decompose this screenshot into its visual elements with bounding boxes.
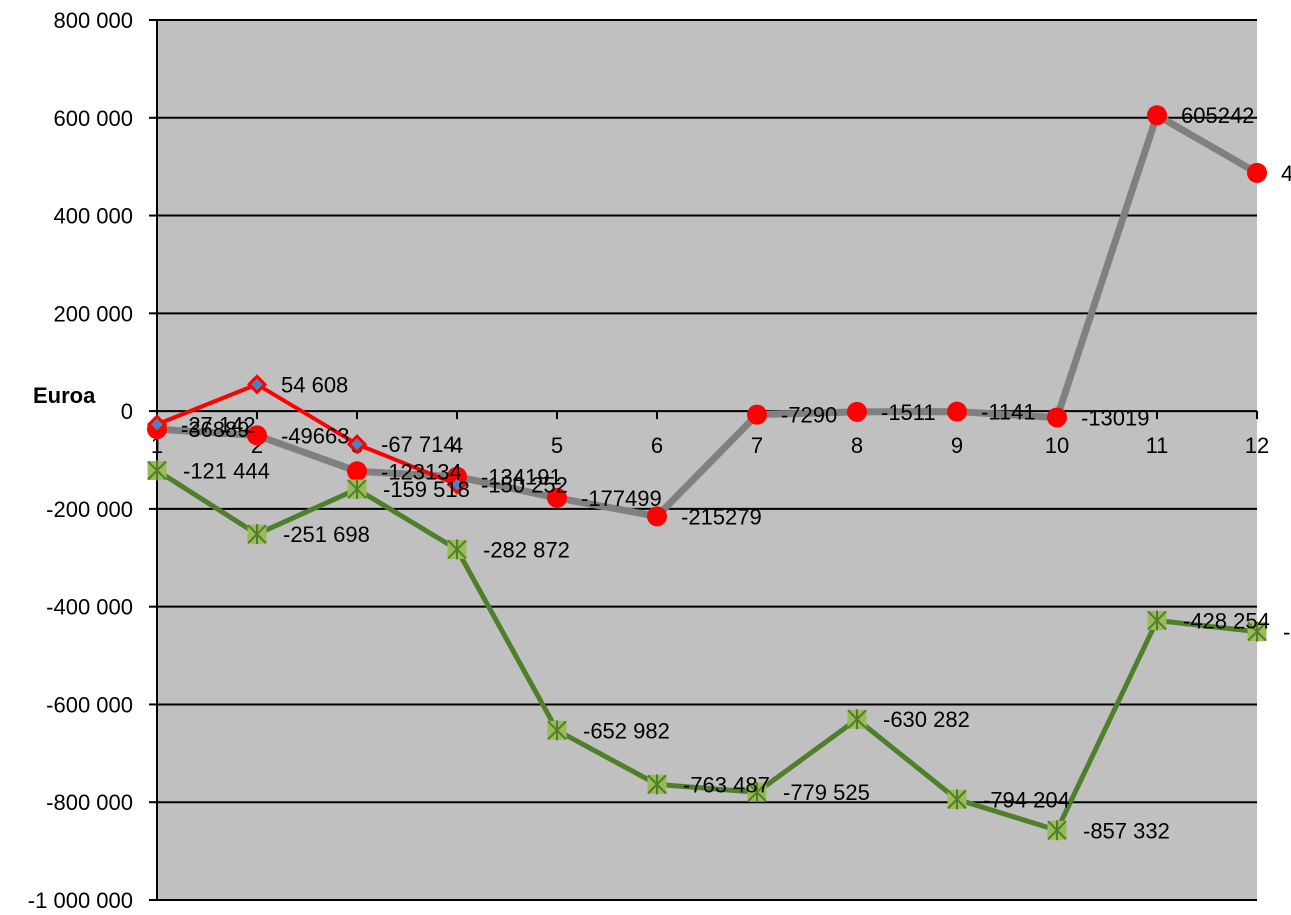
data-point-star [147,460,167,481]
data-point-star-cross [947,789,967,810]
data-point-star-cross [347,479,367,500]
series-green-line-stars [147,460,1267,841]
y-tick-label: 0 [121,399,133,424]
data-point-star-cross [547,720,567,741]
data-point-star [947,789,967,810]
plot-area [157,20,1257,900]
data-point-star-cross [247,524,267,545]
data-label: 54 608 [281,372,348,397]
series-red-line-diamonds [146,374,468,495]
data-label: -763 487 [683,772,770,797]
data-point-diamond [246,374,268,395]
data-label: -251 698 [283,522,370,547]
data-point-star [747,782,767,803]
data-point-star [1047,820,1067,841]
data-labels: -36889 -49663 -123134 -134191 -177499 -215279… [181,103,1291,843]
data-label: -857 332 [1083,818,1170,843]
data-label: -779 525 [783,780,870,805]
y-tick-label: -600 000 [46,692,133,717]
x-tick-label: 5 [551,433,563,458]
data-point-star [247,524,267,545]
y-tick-label: 200 000 [53,301,133,326]
data-point-star [347,479,367,500]
data-point-star-cross [1247,621,1267,642]
y-tick-label: -1 000 000 [28,888,133,913]
data-label: -121 444 [183,458,270,483]
data-label: -7290 [781,403,837,428]
data-label: -27 142 [181,412,256,437]
x-tick-label: 9 [951,433,963,458]
x-tick-label: 7 [751,433,763,458]
data-label: -36889 [181,417,250,442]
data-label: -630 282 [883,707,970,732]
data-label: -794 204 [983,787,1070,812]
data-point-dot [1047,407,1067,428]
data-point-star [1147,610,1167,631]
y-tick-label: 800 000 [53,8,133,33]
x-tick-label: 8 [851,433,863,458]
data-point-dot [1247,162,1267,183]
y-tick-label: -800 000 [46,790,133,815]
x-tick-label: 4 [451,433,463,458]
x-tick-label: 10 [1045,433,1069,458]
data-label: -1511 [881,400,936,425]
data-point-dot [747,404,767,425]
data-label: -1141 [981,400,1036,425]
data-label: -177499 [581,486,662,511]
data-point-star-cross [847,709,867,730]
data-label: -450 976 [1283,620,1291,645]
data-point-star-cross [747,782,767,803]
axes: 800 000 600 000 400 000 200 000 0 -200 000 -40… [28,8,1269,913]
data-label: -134191 [481,465,562,490]
data-point-star-cross [1047,820,1067,841]
data-point-star-cross [1147,610,1167,631]
data-point-dot [547,487,567,508]
series-line [155,468,1258,833]
data-label: -123134 [381,459,462,484]
data-label: 605242 [1181,103,1254,128]
data-point-diamond [146,414,168,435]
series-line [156,111,1259,520]
data-label: -652 982 [583,718,670,743]
data-point-star-cross [447,539,467,560]
data-point-dot [647,506,667,527]
data-point-star [447,539,467,560]
data-label: -49663 [281,423,350,448]
x-tick-label: 6 [651,433,663,458]
data-point-dot [247,425,267,446]
data-point-diamond [446,474,468,495]
data-point-dot [847,401,867,422]
gridlines [157,19,1257,901]
data-point-star [1247,621,1267,642]
data-label: -150 252 [481,473,568,498]
data-label: -159 518 [383,477,470,502]
y-axis-label: Euroa [33,383,96,408]
x-tick-label: 11 [1146,433,1169,458]
data-label: -282 872 [483,537,570,562]
y-tick-label: -400 000 [46,595,133,620]
data-point-star-cross [147,460,167,481]
x-tick-label: 1 [151,433,163,458]
data-point-star [547,720,567,741]
data-point-star [647,774,667,795]
data-label: -13019 [1081,405,1150,430]
x-tick-label: 12 [1245,433,1269,458]
data-point-star [847,709,867,730]
series [146,105,1267,841]
y-tick-label: 400 000 [53,204,133,229]
data-label: -428 254 [1183,608,1270,633]
y-tick-label: 600 000 [53,106,133,131]
series-line [156,382,458,487]
y-tick-label: -200 000 [46,497,133,522]
data-label: 487296 [1281,161,1291,186]
data-label: -215279 [681,504,762,529]
data-point-star-cross [647,774,667,795]
data-point-dot [1147,105,1167,126]
data-point-dot [347,461,367,482]
data-point-dot [947,401,967,422]
data-label: -67 714 [381,432,456,457]
data-point-diamond [346,434,368,455]
